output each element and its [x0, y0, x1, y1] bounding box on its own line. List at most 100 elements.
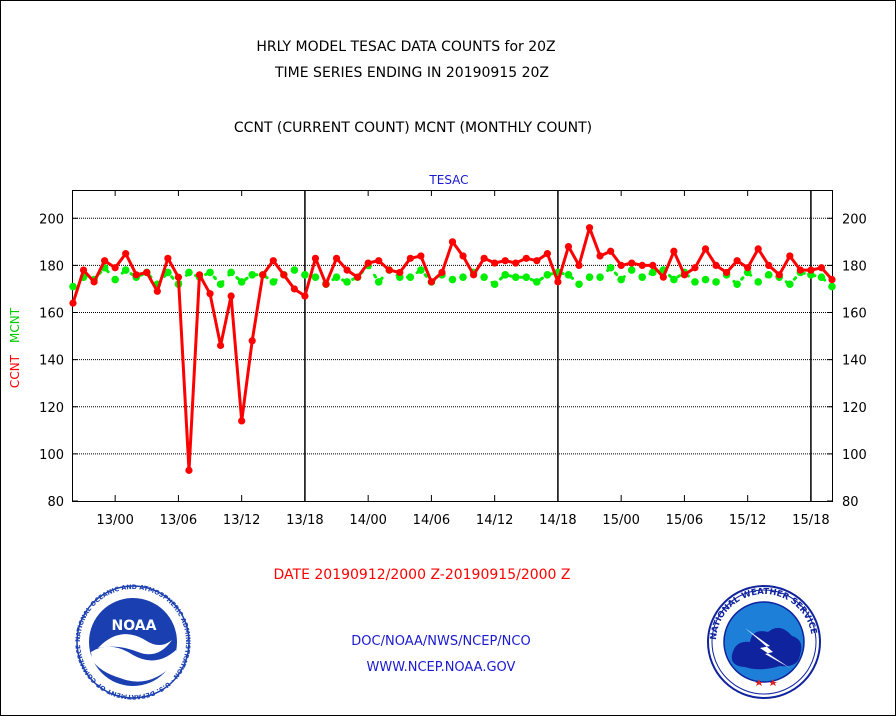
x-tick-label: 14/12 — [476, 513, 513, 528]
data-point-ccnt — [712, 261, 720, 269]
data-point-mcnt — [374, 278, 383, 286]
data-point-ccnt — [448, 238, 457, 246]
x-tick-label: 14/18 — [539, 513, 576, 528]
data-point-mcnt — [332, 273, 341, 281]
data-point-ccnt — [427, 278, 436, 286]
data-point-ccnt — [564, 242, 573, 251]
data-point-mcnt — [111, 275, 119, 284]
data-point-ccnt — [733, 257, 741, 265]
y-tick-label-left: 100 — [39, 448, 64, 463]
data-point-ccnt — [765, 261, 773, 269]
plot-label: TESAC — [428, 173, 468, 187]
footer-url-line[interactable]: WWW.NCEP.NOAA.GOV — [367, 660, 516, 675]
x-tick-label: 13/12 — [223, 513, 260, 528]
data-point-ccnt — [216, 341, 225, 350]
data-point-mcnt — [121, 266, 130, 274]
data-point-ccnt — [501, 257, 509, 265]
x-tick-label: 15/18 — [792, 513, 829, 528]
x-tick-label: 14/00 — [349, 513, 386, 528]
data-point-mcnt — [206, 268, 214, 277]
data-point-ccnt — [90, 278, 98, 286]
data-point-ccnt — [585, 224, 594, 232]
data-point-ccnt — [122, 250, 130, 258]
data-point-mcnt — [564, 271, 573, 279]
data-point-mcnt — [269, 278, 278, 286]
x-axis-date-label: DATE 20190912/2000 Z-20190915/2000 Z — [274, 567, 571, 583]
data-point-ccnt — [396, 268, 404, 277]
y-axis-right: 80 100 120 140 160 180 200 — [827, 212, 867, 510]
data-point-ccnt — [554, 278, 562, 286]
y-tick-label-right: 200 — [842, 212, 867, 227]
data-point-mcnt — [185, 268, 193, 277]
data-point-ccnt — [701, 245, 710, 253]
data-point-mcnt — [712, 278, 720, 286]
data-point-mcnt — [691, 278, 699, 286]
data-point-mcnt — [216, 280, 225, 289]
data-point-ccnt — [290, 285, 298, 293]
data-point-mcnt — [511, 273, 520, 281]
data-point-mcnt — [701, 275, 710, 284]
x-tick-label: 15/12 — [729, 513, 766, 528]
y-tick-label-right: 160 — [842, 307, 867, 322]
data-point-ccnt — [817, 264, 826, 272]
y-tick-label-left: 140 — [39, 354, 64, 369]
data-point-ccnt — [248, 337, 256, 345]
data-point-mcnt — [817, 273, 826, 281]
data-point-ccnt — [406, 254, 414, 262]
data-point-ccnt — [322, 280, 330, 288]
data-point-ccnt — [680, 271, 689, 279]
data-point-mcnt — [733, 280, 741, 289]
series-layer — [69, 224, 836, 474]
data-point-ccnt — [132, 271, 140, 279]
chart-subtitle: CCNT (CURRENT COUNT) MCNT (MONTHLY COUNT… — [234, 120, 592, 136]
data-point-mcnt — [227, 268, 235, 277]
y-tick-label-left: 120 — [39, 401, 64, 416]
chart-title-line-2: TIME SERIES ENDING IN 20190915 20Z — [274, 65, 549, 81]
data-point-mcnt — [522, 273, 531, 281]
data-point-ccnt — [174, 273, 183, 281]
data-point-mcnt — [575, 280, 583, 289]
y-axis-title: CCNT__MCNT — [8, 307, 22, 388]
x-tick-label: 13/18 — [286, 513, 323, 528]
y-tick-label-left: 80 — [47, 495, 64, 510]
grid-layer — [73, 217, 832, 455]
data-point-ccnt — [101, 257, 109, 265]
data-point-ccnt — [354, 273, 362, 281]
y-tick-label-left: 180 — [39, 259, 64, 274]
data-point-ccnt — [438, 268, 446, 277]
data-point-ccnt — [459, 252, 467, 260]
x-axis: 13/00 13/06 13/12 13/18 14/00 14/06 14/12 14/18… — [96, 190, 830, 528]
data-point-mcnt — [459, 273, 467, 281]
y-tick-label-right: 80 — [842, 495, 859, 510]
data-point-ccnt — [670, 247, 678, 255]
x-tick-label: 15/00 — [602, 513, 639, 528]
data-point-ccnt — [796, 266, 804, 274]
data-point-mcnt — [670, 275, 678, 284]
data-point-ccnt — [364, 259, 372, 267]
data-point-ccnt — [543, 250, 551, 258]
data-point-ccnt — [469, 271, 478, 279]
data-point-mcnt — [480, 273, 488, 281]
data-point-mcnt — [638, 273, 647, 281]
data-point-ccnt — [280, 271, 288, 279]
data-point-mcnt — [648, 268, 657, 277]
y-tick-label-left: 200 — [39, 212, 64, 227]
data-point-mcnt — [617, 275, 625, 284]
footer-org-line: DOC/NOAA/NWS/NCEP/NCO — [351, 634, 530, 649]
data-point-ccnt — [185, 466, 193, 474]
data-point-ccnt — [828, 275, 836, 284]
data-point-ccnt — [111, 264, 119, 272]
data-point-ccnt — [206, 290, 214, 298]
data-point-mcnt — [627, 266, 636, 274]
data-point-ccnt — [807, 266, 815, 274]
data-point-ccnt — [533, 257, 541, 265]
data-point-mcnt — [606, 263, 615, 272]
day-boundary-lines — [304, 190, 812, 501]
data-point-ccnt — [575, 261, 583, 269]
x-tick-label: 13/06 — [160, 513, 197, 528]
data-point-mcnt — [417, 266, 425, 274]
data-point-ccnt — [385, 266, 393, 274]
data-point-ccnt — [754, 245, 762, 253]
data-point-ccnt — [691, 264, 699, 272]
data-point-ccnt — [343, 266, 351, 274]
